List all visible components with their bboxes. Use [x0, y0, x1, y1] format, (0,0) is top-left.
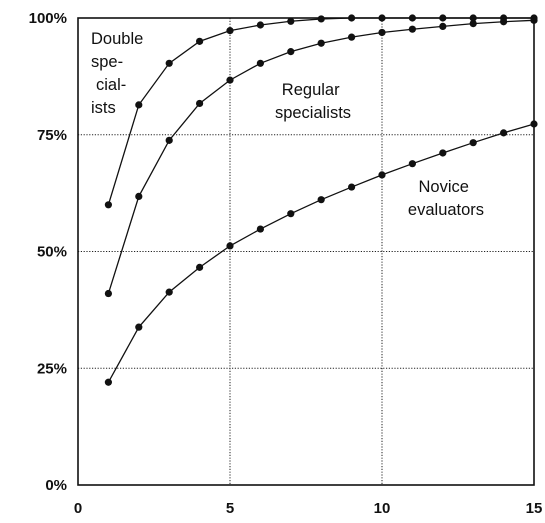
regular-specialists-point: [135, 192, 143, 200]
double-specialists-point: [226, 27, 234, 35]
regular-specialists-point: [530, 16, 538, 24]
novice-evaluators-point: [196, 263, 204, 271]
novice-evaluators-point: [439, 149, 447, 157]
x-tick-label: 0: [74, 500, 82, 517]
plot-frame: [77, 17, 535, 486]
y-tick-label: 100%: [29, 10, 67, 27]
double-specialists-series: [104, 14, 538, 209]
novice-evaluators-point: [378, 171, 386, 179]
regular-specialists-point: [378, 28, 386, 37]
gridlines: [78, 18, 534, 485]
novice-evaluators-series: [104, 120, 538, 386]
novice-evaluators-point: [135, 323, 143, 331]
regular-specialists-point: [500, 18, 508, 26]
novice-evaluators-point: [500, 129, 508, 137]
regular-specialists-label: Regular specialists: [275, 81, 351, 122]
double-specialists-point: [196, 37, 204, 45]
double-specialists-point: [348, 14, 356, 22]
double-specialists-point: [287, 17, 295, 25]
regular-specialists-point: [226, 76, 234, 84]
double-specialists-point: [104, 201, 112, 209]
double-specialists-point: [469, 14, 477, 22]
x-tick-label: 5: [226, 500, 234, 517]
series-group: [104, 14, 538, 386]
regular-specialists-point: [317, 39, 325, 47]
double-specialists-point: [317, 15, 325, 23]
novice-evaluators-point: [165, 288, 173, 296]
y-axis-tick-labels: 0% 25% 50% 75% 100%: [29, 10, 67, 494]
regular-specialists-point: [165, 136, 173, 144]
y-tick-label: 0%: [45, 477, 67, 494]
regular-specialists-point: [104, 289, 112, 298]
double-specialists-point: [256, 21, 264, 29]
novice-evaluators-point: [287, 210, 295, 218]
x-tick-label: 15: [526, 500, 543, 517]
y-tick-label: 75%: [37, 127, 67, 144]
x-tick-label: 10: [374, 500, 391, 517]
novice-evaluators-point: [348, 183, 356, 191]
novice-evaluators-point: [469, 139, 477, 147]
novice-evaluators-point: [104, 378, 112, 386]
double-specialists-label: Double spe- cial- ists: [91, 30, 148, 117]
novice-evaluators-point: [408, 160, 416, 168]
double-specialists-point: [135, 101, 143, 109]
regular-specialists-point: [469, 20, 477, 28]
novice-evaluators-point: [317, 196, 325, 204]
regular-specialists-point: [256, 59, 264, 67]
regular-specialists-point: [439, 22, 447, 31]
regular-specialists-point: [408, 25, 416, 33]
regular-specialists-point: [348, 33, 356, 41]
novice-evaluators-point: [530, 120, 538, 128]
y-tick-label: 25%: [37, 360, 67, 377]
regular-specialists-series: [104, 16, 538, 298]
x-axis-tick-labels: 0 5 10 15: [74, 500, 543, 517]
novice-evaluators-point: [226, 242, 234, 250]
double-specialists-point: [378, 14, 386, 22]
double-specialists-point: [408, 14, 416, 22]
regular-specialists-point: [287, 48, 295, 56]
regular-specialists-point: [196, 99, 204, 108]
novice-evaluators-line: [107, 123, 535, 383]
double-specialists-point: [439, 14, 447, 22]
novice-evaluators-label: Novice evaluators: [408, 178, 484, 219]
double-specialists-point: [165, 59, 173, 67]
y-tick-label: 50%: [37, 244, 67, 261]
novice-evaluators-point: [256, 225, 264, 233]
